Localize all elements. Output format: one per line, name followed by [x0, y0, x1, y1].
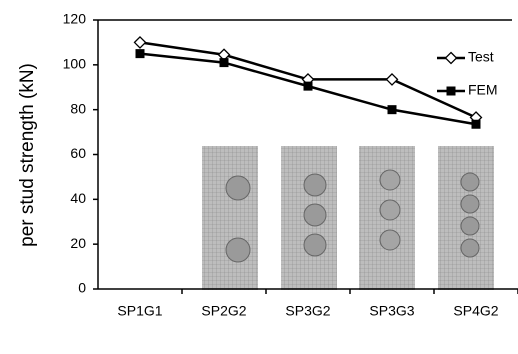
legend-label: Test	[468, 49, 494, 65]
chart: per stud strength (kN) 0 20 40 60 80 100 120 SP…	[0, 0, 518, 354]
marker	[135, 37, 146, 48]
y-tick-label: 20	[70, 235, 86, 251]
x-tick-label: SP4G2	[453, 303, 498, 319]
y-axis-label: per stud strength (kN)	[17, 63, 38, 247]
legend-label: FEM	[468, 82, 498, 98]
marker	[388, 105, 397, 114]
marker	[136, 49, 145, 58]
x-tick-label: SP3G2	[285, 303, 330, 319]
marker	[446, 53, 457, 64]
fem-insets	[202, 146, 494, 290]
x-tick-label: SP1G1	[117, 303, 162, 319]
marker	[447, 87, 456, 96]
y-tick-label: 80	[70, 100, 86, 116]
marker	[387, 74, 398, 85]
marker	[220, 58, 229, 67]
y-tick-label: 40	[70, 190, 86, 206]
y-tick-label: 120	[63, 11, 87, 27]
marker	[304, 82, 313, 91]
y-tick-label: 60	[70, 145, 86, 161]
x-tick-label: SP3G3	[369, 303, 414, 319]
marker	[472, 120, 481, 129]
y-tick-label: 0	[78, 280, 86, 296]
x-tick-label: SP2G2	[201, 303, 246, 319]
y-tick-label: 100	[63, 56, 87, 72]
